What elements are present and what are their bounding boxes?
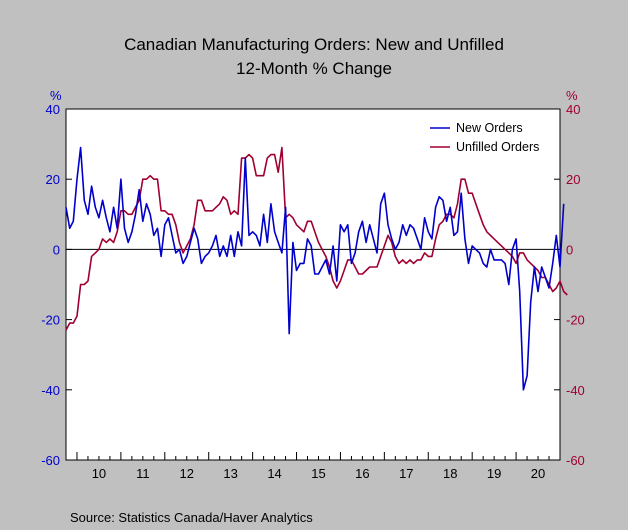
series-line-unfilled-orders: [65, 146, 568, 331]
left-tick-label: 0: [53, 242, 60, 257]
x-tick-label: 18: [443, 466, 457, 481]
x-tick-label: 14: [267, 466, 281, 481]
chart-title: Canadian Manufacturing Orders: New and U…: [124, 35, 504, 54]
x-axis-ticks: 10 11 12 13 14 15 16 17 18 19 20: [65, 452, 561, 481]
left-tick-label: -20: [41, 313, 60, 328]
x-tick-label: 17: [399, 466, 413, 481]
left-tick-label: -60: [41, 453, 60, 468]
right-tick-label: 40: [566, 102, 580, 117]
left-tick-label: 20: [46, 172, 60, 187]
source-note: Source: Statistics Canada/Haver Analytic…: [70, 510, 313, 525]
left-axis-unit: %: [50, 88, 62, 103]
x-tick-label: 12: [180, 466, 194, 481]
x-tick-label: 19: [487, 466, 501, 481]
x-tick-label: 11: [136, 466, 150, 481]
chart-subtitle: 12-Month % Change: [236, 59, 392, 78]
x-tick-label: 15: [311, 466, 325, 481]
left-tick-label: 40: [46, 102, 60, 117]
x-tick-label: 13: [223, 466, 237, 481]
right-tick-label: 0: [566, 242, 573, 257]
right-tick-label: -40: [566, 383, 585, 398]
y-axis-ticks: 40 40 20 20 0 0 -20 -20 -40 -40 -60 -60: [41, 102, 585, 468]
plot-area: [65, 108, 561, 461]
right-axis-unit: %: [566, 88, 578, 103]
series-layer: [65, 146, 568, 391]
legend-label-new-orders: New Orders: [456, 121, 523, 135]
x-tick-label: 16: [355, 466, 369, 481]
series-line-new-orders: [65, 146, 565, 391]
legend-label-unfilled-orders: Unfilled Orders: [456, 140, 539, 154]
legend: New Orders Unfilled Orders: [430, 121, 539, 154]
x-tick-label: 10: [92, 466, 106, 481]
left-tick-label: -40: [41, 383, 60, 398]
right-tick-label: 20: [566, 172, 580, 187]
right-tick-label: -60: [566, 453, 585, 468]
right-tick-label: -20: [566, 313, 585, 328]
x-tick-label: 20: [531, 466, 545, 481]
